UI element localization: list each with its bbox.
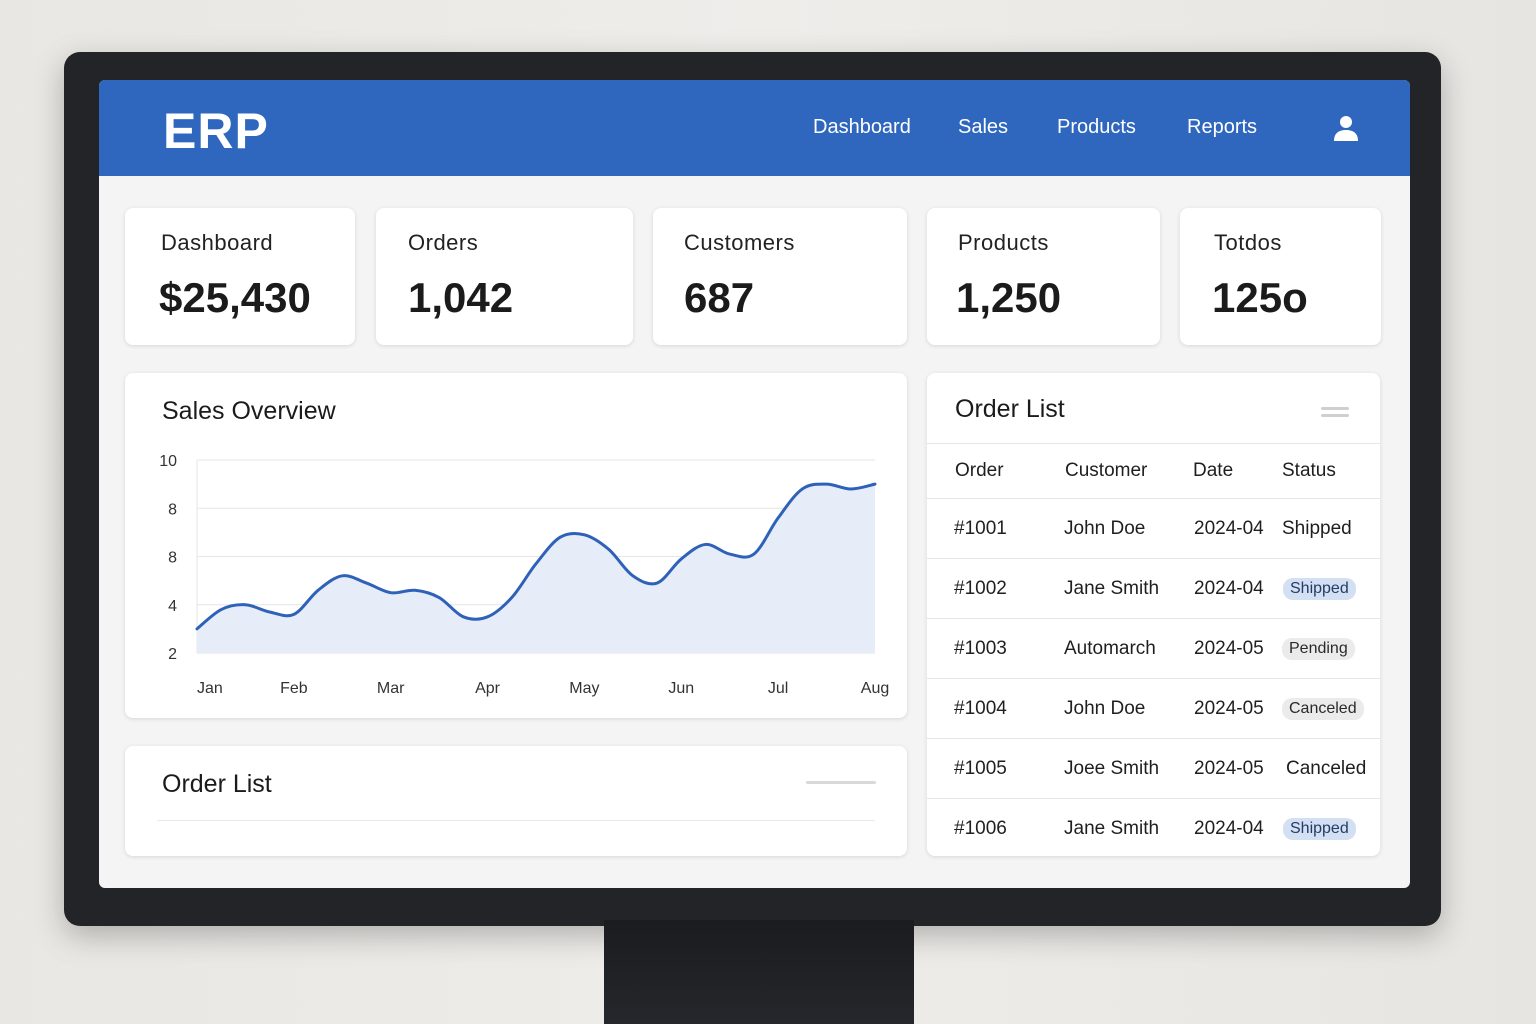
x-tick-label: Aug — [861, 680, 889, 697]
order-id: #1001 — [954, 517, 1007, 539]
sales-chart: 10 8 8 4 2 Jan Feb Mar Apr May Jun Jul Aug — [159, 453, 889, 697]
order-list-card-small: Order List — [125, 746, 907, 856]
placeholder-bar — [806, 781, 876, 784]
order-date: 2024-05 — [1194, 637, 1264, 659]
sales-area-fill — [197, 484, 875, 653]
stat-value: 687 — [684, 274, 755, 321]
order-list-card: Order List Order Customer Date Status #1… — [927, 373, 1380, 856]
stat-label: Customers — [684, 230, 795, 255]
divider — [157, 820, 875, 821]
x-tick-label: Feb — [280, 680, 308, 697]
status-badge: Pending — [1282, 637, 1355, 660]
customer-name: John Doe — [1064, 697, 1146, 719]
y-tick-label: 2 — [168, 646, 177, 663]
column-header-date[interactable]: Date — [1193, 460, 1234, 481]
order-date: 2024-05 — [1194, 697, 1264, 719]
stat-card-dashboard[interactable]: Dashboard $25,430 — [125, 208, 355, 345]
table-row[interactable]: #1004 John Doe 2024-05 Canceled — [927, 679, 1380, 739]
order-date: 2024-04 — [1194, 517, 1264, 539]
table-row[interactable]: #1001 John Doe 2024-04 Shipped — [927, 499, 1380, 559]
customer-name: Jane Smith — [1064, 818, 1160, 839]
order-date: 2024-04 — [1194, 577, 1264, 599]
order-date: 2024-04 — [1194, 818, 1264, 839]
order-id: #1006 — [954, 818, 1007, 839]
stat-card-customers[interactable]: Customers 687 — [653, 208, 907, 345]
order-id: #1005 — [954, 757, 1007, 779]
stat-value: 1,250 — [956, 274, 1062, 321]
status-badge: Shipped — [1283, 818, 1356, 840]
stat-label: Orders — [408, 230, 479, 255]
nav-sales[interactable]: Sales — [958, 116, 1009, 138]
order-list-title: Order List — [955, 395, 1065, 423]
table-row[interactable]: #1005 Joee Smith 2024-05 Canceled — [927, 739, 1380, 799]
x-tick-label: Jan — [197, 680, 223, 697]
stat-label: Products — [958, 230, 1049, 255]
order-id: #1003 — [954, 637, 1007, 659]
x-tick-label: Jul — [768, 680, 788, 697]
stat-value: 1,042 — [408, 274, 514, 321]
y-tick-label: 8 — [168, 501, 177, 518]
top-navigation-bar: ERP Dashboard Sales Products Reports — [99, 80, 1410, 176]
order-date: 2024-05 — [1194, 757, 1264, 779]
menu-icon[interactable] — [1321, 407, 1349, 419]
screen: ERP Dashboard Sales Products Reports Das… — [99, 80, 1410, 888]
status-badge: Shipped — [1283, 577, 1356, 600]
x-tick-label: Apr — [475, 680, 501, 697]
nav-products[interactable]: Products — [1057, 116, 1136, 138]
table-row[interactable]: #1002 Jane Smith 2024-04 Shipped — [927, 559, 1380, 619]
customer-name: Automarch — [1064, 637, 1156, 659]
table-header: Order Customer Date Status — [927, 443, 1380, 499]
stat-card-totdos[interactable]: Totdos 125o — [1180, 208, 1381, 345]
stat-card-orders[interactable]: Orders 1,042 — [376, 208, 633, 345]
order-id: #1004 — [954, 697, 1007, 719]
y-tick-label: 4 — [168, 598, 177, 615]
order-list-small-title: Order List — [162, 770, 272, 798]
erp-logo[interactable]: ERP — [163, 103, 269, 159]
y-tick-label: 8 — [168, 550, 177, 567]
nav-dashboard[interactable]: Dashboard — [813, 116, 911, 138]
table-row[interactable]: #1003 Automarch 2024-05 Pending — [927, 619, 1380, 679]
stat-value: $25,430 — [159, 274, 311, 321]
status-badge: Shipped — [1282, 517, 1352, 539]
table-row[interactable]: #1006 Jane Smith 2024-04 Shipped — [927, 799, 1380, 859]
customer-name: Jane Smith — [1064, 577, 1160, 599]
customer-name: John Doe — [1064, 517, 1146, 539]
monitor-stand — [604, 920, 914, 1024]
status-badge: Canceled — [1286, 757, 1367, 779]
sales-overview-card: Sales Overview 10 8 8 4 2 Jan Feb Mar Apr May Jun J… — [125, 373, 907, 718]
column-header-customer[interactable]: Customer — [1065, 460, 1148, 481]
stat-card-products[interactable]: Products 1,250 — [927, 208, 1160, 345]
x-tick-label: Jun — [668, 680, 694, 697]
x-tick-label: Mar — [377, 680, 405, 697]
column-header-status[interactable]: Status — [1282, 460, 1336, 481]
nav-reports[interactable]: Reports — [1187, 116, 1258, 138]
status-badge: Canceled — [1282, 697, 1364, 720]
customer-name: Joee Smith — [1064, 757, 1160, 779]
stat-label: Totdos — [1214, 230, 1282, 255]
stat-label: Dashboard — [161, 230, 274, 255]
sales-overview-title: Sales Overview — [162, 397, 336, 425]
x-tick-label: May — [569, 680, 599, 697]
y-tick-label: 10 — [159, 453, 177, 470]
stat-value: 125o — [1212, 274, 1308, 321]
order-id: #1002 — [954, 577, 1007, 599]
column-header-order[interactable]: Order — [955, 460, 1004, 481]
sales-line — [195, 482, 877, 631]
user-icon[interactable] — [1332, 114, 1360, 142]
